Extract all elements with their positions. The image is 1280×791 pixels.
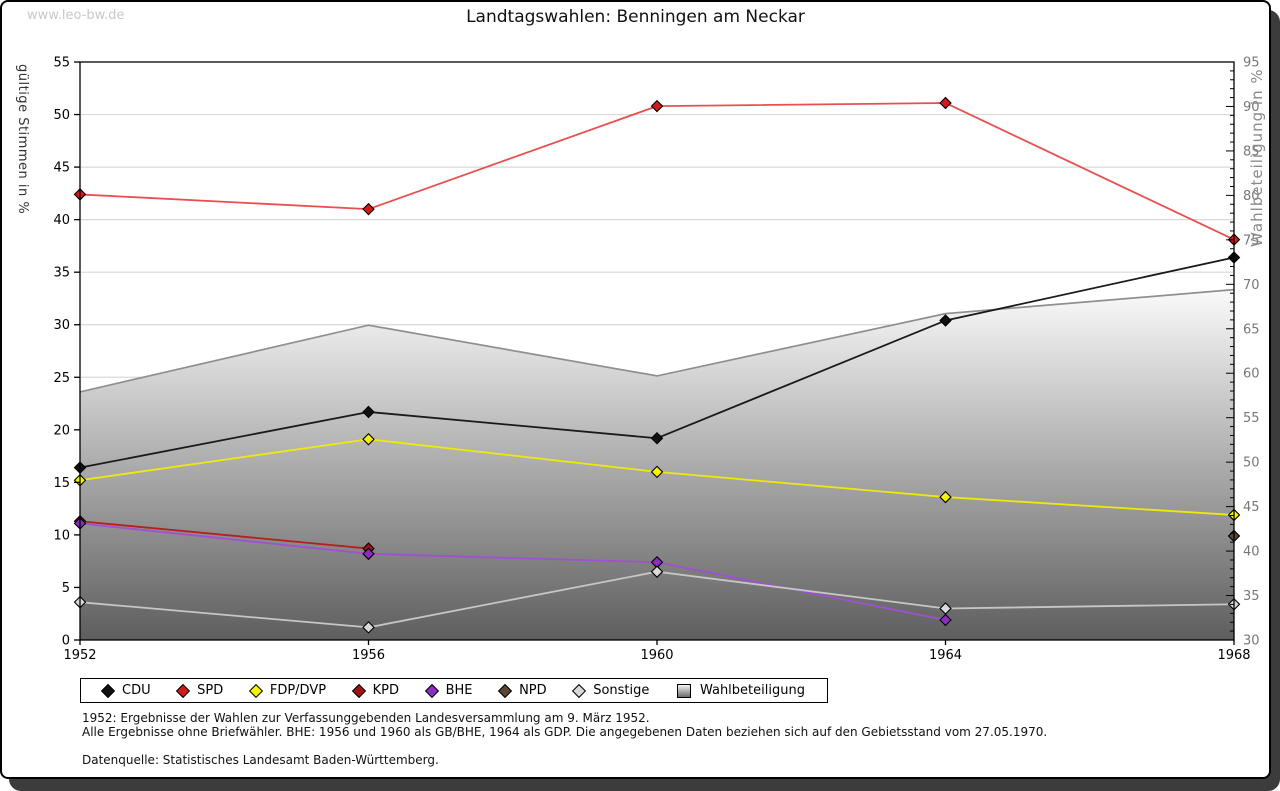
legend-label: KPD (372, 683, 400, 698)
svg-text:1964: 1964 (929, 648, 962, 663)
svg-text:50: 50 (1243, 456, 1260, 471)
legend-item-bhe: BHE (424, 683, 473, 698)
svg-text:90: 90 (1243, 100, 1260, 115)
svg-text:60: 60 (1243, 367, 1260, 382)
legend-diamond-marker (572, 683, 587, 698)
svg-text:gültige Stimmen in %: gültige Stimmen in % (15, 64, 30, 214)
page-title: Landtagswahlen: Benningen am Neckar (466, 7, 805, 27)
legend-diamond-marker (248, 683, 263, 698)
svg-text:45: 45 (53, 161, 70, 176)
legend-square-marker (676, 683, 691, 698)
legend-label: FDP/DVP (269, 683, 327, 698)
svg-text:1960: 1960 (640, 648, 673, 663)
legend-diamond-marker (100, 683, 116, 698)
svg-text:65: 65 (1243, 322, 1260, 337)
legend-item-sonstige: Sonstige (572, 683, 650, 698)
legend-diamond-marker (424, 683, 439, 698)
svg-text:15: 15 (53, 476, 70, 491)
legend-label: NPD (519, 683, 547, 698)
svg-text:1952: 1952 (63, 648, 96, 663)
svg-text:10: 10 (53, 528, 70, 543)
svg-text:0: 0 (62, 634, 70, 649)
footnote-line: 1952: Ergebnisse der Wahlen zur Verfassu… (82, 711, 650, 725)
svg-text:45: 45 (1243, 500, 1260, 515)
svg-text:40: 40 (1243, 545, 1260, 560)
svg-text:5: 5 (62, 581, 70, 596)
svg-text:85: 85 (1243, 144, 1260, 159)
svg-text:55: 55 (53, 56, 70, 71)
legend-diamond-marker (176, 683, 191, 698)
svg-text:20: 20 (53, 423, 70, 438)
legend-item-cdu: CDU (100, 683, 151, 698)
svg-text:Wahlbeteiligung in %: Wahlbeteiligung in % (1248, 68, 1266, 247)
svg-text:30: 30 (53, 318, 70, 333)
watermark: www.leo-bw.de (27, 8, 125, 23)
legend-label: BHE (445, 683, 473, 698)
svg-text:80: 80 (1243, 189, 1260, 204)
chart-card: www.leo-bw.de Landtagswahlen: Benningen … (0, 0, 1271, 779)
svg-text:75: 75 (1243, 233, 1260, 248)
svg-text:30: 30 (1243, 634, 1260, 649)
svg-text:1968: 1968 (1217, 648, 1250, 663)
election-chart: 0 5 10 15 20 25 30 35 40 45 50 55 30 35 40 45 50 55 60 65 70… (15, 56, 1266, 664)
svg-text:70: 70 (1243, 278, 1260, 293)
svg-text:35: 35 (53, 266, 70, 281)
svg-text:25: 25 (53, 371, 70, 386)
legend-label: Sonstige (593, 683, 650, 698)
footnote-line: Alle Ergebnisse ohne Briefwähler. BHE: 1… (82, 724, 1048, 739)
svg-text:1956: 1956 (352, 648, 385, 663)
legend-label: SPD (197, 683, 224, 698)
legend-item-fdp-dvp: FDP/DVP (248, 683, 327, 698)
footnote-source: Datenquelle: Statistisches Landesamt Bad… (82, 753, 439, 767)
legend: CDU SPD FDP/DVP KPD BHE NPD Sonstige Wahlbeteil… (80, 678, 828, 703)
legend-label: Wahlbeteiligung (699, 683, 805, 698)
legend-item-spd: SPD (176, 683, 224, 698)
legend-label: CDU (122, 683, 151, 698)
footnotes: 1952: Ergebnisse der Wahlen zur Verfassu… (82, 711, 1048, 768)
legend-item-wahlbeteiligung: Wahlbeteiligung (676, 683, 805, 698)
legend-diamond-marker (351, 683, 366, 698)
svg-text:35: 35 (1243, 589, 1260, 604)
legend-diamond-marker (497, 683, 513, 698)
legend-item-kpd: KPD (351, 683, 400, 698)
svg-text:95: 95 (1243, 56, 1260, 71)
svg-text:55: 55 (1243, 411, 1260, 426)
legend-item-npd: NPD (497, 683, 547, 698)
svg-text:50: 50 (53, 108, 70, 123)
svg-text:40: 40 (53, 213, 70, 228)
